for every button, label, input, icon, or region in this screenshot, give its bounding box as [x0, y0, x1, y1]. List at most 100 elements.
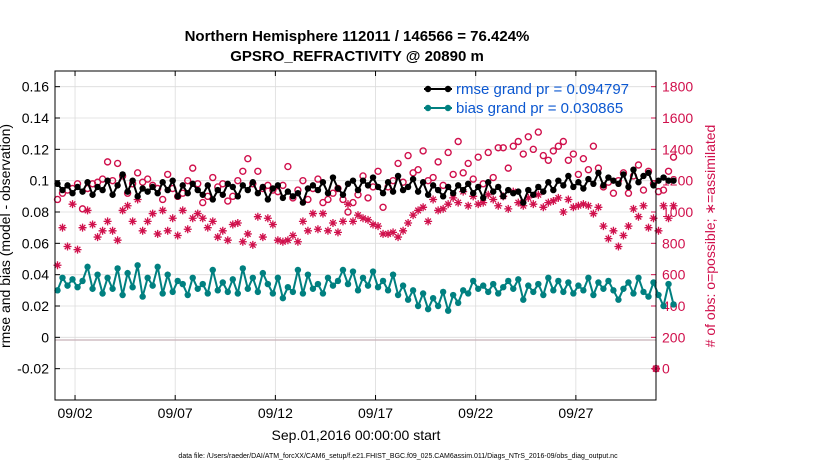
obs-assimilated-marker: [298, 217, 307, 226]
bias-point: [259, 269, 267, 277]
bias-point: [79, 277, 86, 285]
legend-bias-marker-left: [424, 104, 432, 112]
obs-assimilated-marker: [424, 217, 433, 226]
bias-point: [114, 265, 121, 272]
obs-assimilated-marker: [158, 206, 167, 215]
y-tick-label: 0.08: [22, 204, 49, 220]
y-tick-label: 0.12: [22, 141, 49, 157]
bias-point: [475, 285, 482, 292]
obs-possible-marker: [539, 151, 548, 160]
rmse-point: [379, 190, 387, 197]
obs-assimilated-marker: [504, 204, 513, 213]
obs-possible-marker: [584, 165, 593, 174]
bias-point: [94, 271, 101, 278]
obs-assimilated-marker: [539, 203, 548, 212]
rmse-point: [154, 190, 161, 197]
rmse-point: [670, 177, 677, 184]
rmse-point: [339, 191, 347, 198]
obs-assimilated-marker: [639, 201, 648, 210]
bias-point: [535, 280, 542, 288]
bias-point: [354, 287, 362, 294]
obs-assimilated-marker: [223, 236, 232, 245]
obs-possible-marker: [549, 147, 558, 155]
rmse-point: [199, 191, 206, 198]
rmse-point: [404, 183, 412, 191]
bias-point: [424, 305, 432, 313]
rmse-point: [505, 186, 512, 194]
rmse-point: [349, 177, 357, 184]
bias-point: [159, 290, 166, 297]
rmse-point: [655, 177, 662, 184]
rmse-point: [64, 182, 71, 189]
obs-assimilated-marker: [404, 218, 413, 227]
bias-point: [419, 290, 427, 297]
legend: rmse grand pr = 0.094797 bias grand pr =…: [424, 81, 629, 117]
bias-point: [454, 299, 462, 307]
obs-possible-marker: [409, 169, 417, 177]
rmse-point: [545, 179, 552, 186]
rmse-point: [319, 179, 327, 186]
obs-possible-marker: [324, 195, 332, 204]
bias-point: [590, 291, 597, 299]
rmse-point: [645, 169, 652, 177]
obs-assimilated-marker: [58, 223, 67, 232]
rmse-point: [184, 190, 191, 197]
obs-assimilated-marker: [419, 203, 428, 212]
bias-point: [550, 287, 557, 294]
obs-assimilated-marker: [128, 217, 137, 226]
rmse-point: [475, 183, 482, 191]
obs-assimilated-marker: [73, 245, 82, 254]
bias-point: [154, 263, 161, 271]
rmse-point: [660, 174, 667, 181]
obs-assimilated-marker: [409, 211, 418, 220]
rmse-point: [625, 183, 632, 191]
obs-assimilated-marker: [53, 261, 62, 270]
rmse-point: [374, 183, 382, 191]
rmse-point: [189, 180, 196, 187]
obs-assimilated-marker: [554, 193, 563, 202]
rmse-point: [364, 182, 372, 189]
y2-tick-label: 800: [662, 235, 686, 251]
bias-point: [404, 296, 412, 303]
obs-assimilated-marker: [338, 217, 347, 226]
bias-point: [229, 276, 236, 283]
rmse-point: [580, 185, 587, 192]
rmse-point: [54, 180, 61, 187]
obs-assimilated-marker: [434, 206, 443, 215]
y2-tick-label: 1600: [662, 110, 693, 126]
obs-possible-marker: [414, 165, 422, 174]
rmse-point: [665, 177, 672, 184]
obs-possible-marker: [519, 150, 527, 158]
obs-assimilated-marker: [449, 193, 458, 202]
bias-point: [319, 290, 327, 297]
bias-point: [540, 291, 547, 299]
bias-point: [545, 274, 552, 281]
obs-assimilated-marker: [429, 195, 438, 204]
bias-point: [274, 274, 282, 281]
bias-point: [525, 282, 532, 289]
bias-point: [459, 287, 467, 294]
y-tick-label: 0.1: [30, 173, 50, 189]
obs-assimilated-marker: [303, 226, 312, 235]
rmse-point: [134, 193, 141, 200]
obs-possible-marker: [589, 142, 598, 150]
bias-point: [279, 294, 287, 302]
rmse-point: [485, 179, 492, 186]
bias-point: [399, 282, 407, 289]
bias-point: [169, 288, 176, 296]
obs-assimilated-marker: [148, 209, 157, 218]
obs-assimilated-marker: [278, 237, 287, 246]
bias-point: [650, 279, 657, 286]
obs-assimilated-marker: [659, 201, 668, 210]
obs-assimilated-marker: [238, 237, 247, 246]
obs-possible-marker: [579, 155, 588, 163]
bias-point: [585, 274, 592, 281]
bias-point: [149, 282, 156, 289]
bias-point: [610, 287, 617, 294]
rmse-point: [94, 183, 101, 191]
obs-assimilated-marker: [464, 201, 473, 210]
obs-assimilated-marker: [228, 220, 237, 229]
rmse-point: [344, 180, 352, 187]
rmse-point: [630, 166, 637, 173]
rmse-point: [179, 182, 186, 189]
